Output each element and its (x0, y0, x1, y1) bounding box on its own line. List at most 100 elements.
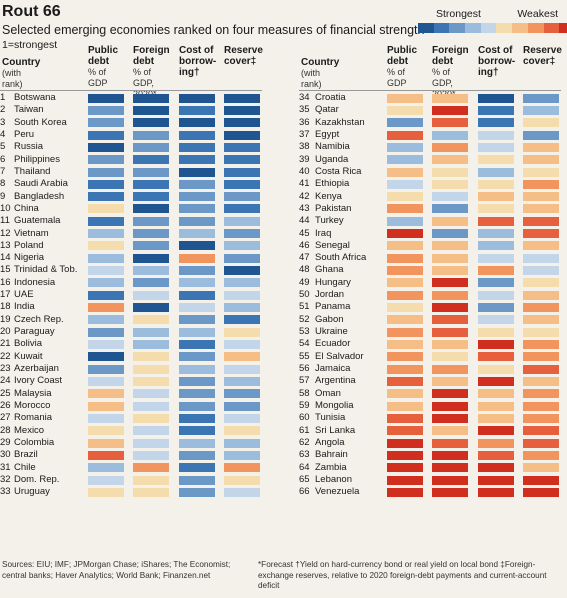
rank-label: 35 (299, 104, 310, 116)
rank-label: 1 (0, 92, 6, 103)
chart-subtitle: Selected emerging economies ranked on fo… (2, 23, 425, 37)
reserve-cover-cell (224, 216, 260, 226)
foreign-debt-cell (133, 339, 169, 349)
reserve-cover-cell (523, 278, 559, 288)
reserve-cover-cell (523, 130, 559, 140)
rank-label: 33 (0, 486, 11, 498)
foreign-debt-cell (133, 376, 169, 386)
rank-label: 22 (0, 350, 11, 362)
table-row: 22 Kuwait (0, 351, 262, 363)
cost-of-borrowing-cell (179, 438, 215, 448)
cost-of-borrowing-cell (478, 204, 514, 214)
country-label: Czech Rep. (14, 313, 64, 325)
public-debt-cell (387, 364, 423, 374)
reserve-cover-cell (523, 290, 559, 300)
cost-of-borrowing-cell (179, 389, 215, 399)
foreign-debt-cell (133, 463, 169, 473)
table-row: 7 Thailand (0, 166, 262, 178)
table-row: 53 Ukraine (299, 326, 561, 338)
reserve-cover-cell (523, 179, 559, 189)
cost-of-borrowing-cell (478, 401, 514, 411)
public-debt-cell (387, 179, 423, 189)
rank-label: 34 (299, 92, 310, 103)
table-row: 6 Philippines (0, 154, 262, 166)
public-debt-cell (88, 487, 124, 497)
cost-of-borrowing-cell (478, 463, 514, 473)
rank-label: 65 (299, 473, 310, 485)
public-debt-cell (387, 142, 423, 152)
country-label: Kuwait (14, 350, 43, 362)
country-label: Panama (315, 301, 351, 313)
reserve-cover-cell (523, 303, 559, 313)
rank-label: 17 (0, 289, 11, 301)
reserve-cover-cell (523, 229, 559, 239)
country-label: Ghana (315, 264, 344, 276)
foreign-debt-cell (133, 438, 169, 448)
table-row: 52 Gabon (299, 314, 561, 326)
country-label: Ethiopia (315, 178, 350, 190)
cost-of-borrowing-cell (478, 413, 514, 423)
reserve-cover-cell (523, 93, 559, 103)
table-row: 37 Egypt (299, 129, 561, 141)
cost-of-borrowing-cell (179, 93, 215, 103)
public-debt-cell (88, 192, 124, 202)
foreign-debt-cell (432, 253, 468, 263)
reserve-cover-cell (523, 118, 559, 128)
public-debt-cell (387, 450, 423, 460)
cost-of-borrowing-cell (478, 142, 514, 152)
legend-swatch (480, 23, 497, 33)
foreign-debt-cell (432, 352, 468, 362)
table-row: 23 Azerbaijan (0, 363, 262, 375)
rank-label: 59 (299, 400, 310, 411)
cost-of-borrowing-cell (179, 167, 215, 177)
legend-swatch (543, 23, 560, 33)
table-row: 38 Namibia (299, 141, 561, 153)
reserve-cover-cell (224, 376, 260, 386)
table-row: 18 India (0, 301, 262, 313)
country-label: Mexico (14, 424, 45, 436)
public-debt-cell (88, 142, 124, 152)
public-debt-cell (387, 413, 423, 423)
reserve-cover-cell (224, 278, 260, 288)
reserve-cover-cell (523, 105, 559, 115)
cost-of-borrowing-cell (179, 463, 215, 473)
country-label: Morocco (14, 400, 51, 411)
table-row: 17 UAE (0, 289, 262, 301)
foreign-debt-cell (432, 105, 468, 115)
public-debt-cell (88, 204, 124, 214)
cost-of-borrowing-cell (478, 450, 514, 460)
country-label: Chile (14, 461, 36, 473)
foreign-debt-cell (432, 130, 468, 140)
country-label: Croatia (315, 92, 346, 103)
country-label: Paraguay (14, 326, 55, 338)
rank-label: 63 (299, 449, 310, 461)
rank-label: 56 (299, 363, 310, 375)
foreign-debt-cell (133, 389, 169, 399)
public-debt-cell (387, 118, 423, 128)
foreign-debt-cell (133, 216, 169, 226)
country-label: Jordan (315, 289, 345, 301)
country-label: Trinidad & Tob. (14, 264, 78, 276)
rank-label: 20 (0, 326, 11, 338)
cost-of-borrowing-cell (179, 315, 215, 325)
foreign-debt-cell (133, 266, 169, 276)
reserve-cover-cell (523, 266, 559, 276)
public-debt-cell (88, 253, 124, 263)
country-label: Namibia (315, 141, 350, 153)
cost-of-borrowing-cell (478, 216, 514, 226)
public-debt-cell (88, 93, 124, 103)
foreign-debt-cell (432, 204, 468, 214)
legend-swatch (512, 23, 528, 33)
public-debt-cell (88, 105, 124, 115)
public-debt-cell (387, 253, 423, 263)
table-row: 66 Venezuela (299, 486, 561, 498)
rank-label: 14 (0, 252, 11, 264)
table-row: 54 Ecuador (299, 338, 561, 350)
reserve-cover-cell (224, 130, 260, 140)
reserve-cover-cell (224, 192, 260, 202)
table-row: 33 Uruguay (0, 486, 262, 498)
rank-label: 45 (299, 227, 310, 239)
public-debt-cell (88, 376, 124, 386)
rank-note: 1=strongest (2, 39, 58, 51)
foreign-debt-cell (133, 475, 169, 485)
